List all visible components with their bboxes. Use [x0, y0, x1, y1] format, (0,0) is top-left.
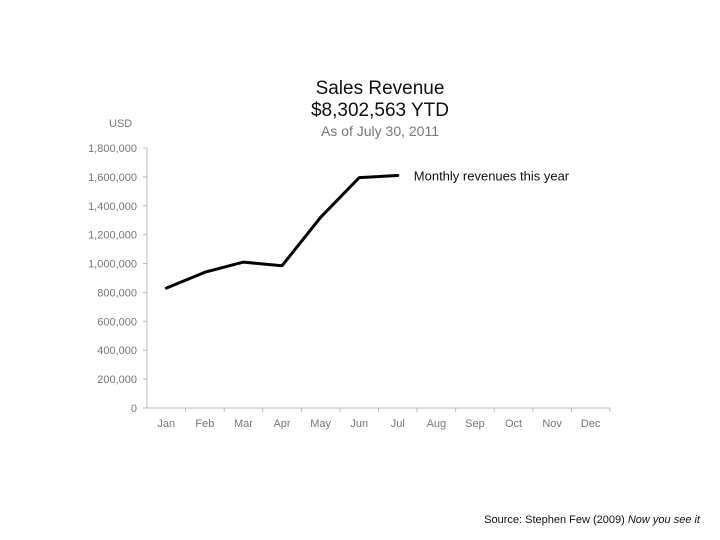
y-tick-label: 400,000 — [97, 345, 137, 357]
x-tick-label: Sep — [465, 418, 485, 430]
x-tick-label: Jul — [391, 418, 405, 430]
chart-subtitle: $8,302,563 YTD — [310, 100, 450, 121]
y-axis-label: USD — [109, 118, 133, 130]
y-tick-label: 1,600,000 — [88, 172, 137, 184]
y-tick-label: 1,000,000 — [88, 259, 137, 271]
series-annotation: Monthly revenues this year — [414, 168, 570, 183]
source-citation: Source: Stephen Few (2009) Now you see i… — [484, 514, 700, 526]
y-tick-label: 200,000 — [97, 374, 137, 386]
y-tick-label: 1,800,000 — [88, 143, 137, 155]
x-tick-label: Mar — [234, 418, 253, 430]
y-tick-label: 600,000 — [97, 316, 137, 328]
x-tick-label: May — [310, 418, 331, 430]
y-tick-label: 0 — [131, 403, 137, 415]
chart-note: As of July 30, 2011 — [320, 123, 440, 139]
x-tick-label: Jun — [350, 418, 368, 430]
x-tick-label: Aug — [427, 418, 447, 430]
x-tick-label: Oct — [505, 418, 522, 430]
chart-title: Sales Revenue — [315, 78, 445, 99]
source-book-title: Now you see it — [627, 514, 700, 526]
y-tick-label: 800,000 — [97, 287, 137, 299]
x-tick-label: Apr — [273, 418, 290, 430]
y-tick-label: 1,400,000 — [88, 201, 137, 213]
x-tick-label: Dec — [581, 418, 601, 430]
x-tick-label: Nov — [542, 418, 562, 430]
y-tick-label: 1,200,000 — [88, 230, 137, 242]
x-tick-label: Jan — [157, 418, 175, 430]
source-text: Source: Stephen Few (2009) — [484, 514, 628, 526]
chart-title-block: Sales Revenue $8,302,563 YTD As of July … — [250, 78, 510, 140]
revenue-line — [164, 173, 400, 290]
x-tick-label: Feb — [195, 418, 214, 430]
